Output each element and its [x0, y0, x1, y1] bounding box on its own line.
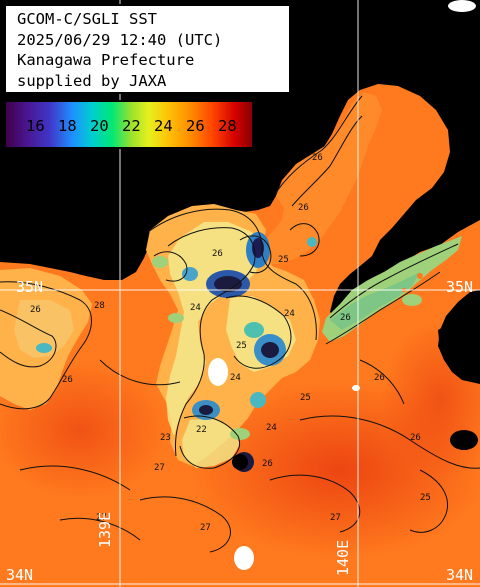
lat-label-35n-left: 35N — [16, 278, 44, 296]
contour-labels: 26 26 28 24 24 26 26 25 27 27 26 26 22 2… — [30, 153, 431, 533]
contour-label: 26 — [340, 313, 351, 323]
lat-label-35n-right: 35N — [446, 278, 474, 296]
contour-label: 26 — [212, 249, 223, 259]
contour-label: 23 — [160, 433, 171, 443]
legend-tick: 28 — [218, 117, 237, 135]
contour-label: 27 — [154, 463, 165, 473]
contour-label: 27 — [96, 513, 107, 523]
credit: supplied by JAXA — [17, 71, 167, 90]
island — [208, 358, 228, 386]
contour-label: 24 — [190, 303, 201, 313]
contour-label: 25 — [300, 393, 311, 403]
legend-tick: 24 — [154, 117, 173, 135]
observation-time: 2025/06/29 12:40 (UTC) — [17, 30, 223, 49]
contour-label: 26 — [62, 375, 73, 385]
contour-label: 24 — [266, 423, 277, 433]
island-dark — [232, 454, 248, 470]
contour-label: 26 — [30, 305, 41, 315]
lon-label-140e: 140E — [334, 539, 352, 576]
contour-label: 26 — [374, 373, 385, 383]
contour-label: 25 — [278, 255, 289, 265]
contour-label: 22 — [196, 425, 207, 435]
sagami-bay-water — [258, 92, 382, 264]
contour-label: 27 — [330, 513, 341, 523]
island — [352, 385, 360, 391]
lat-label-34n-right: 34N — [446, 566, 474, 584]
contour-label: 24 — [230, 373, 241, 383]
coastal-cold-band — [330, 272, 420, 330]
contour-label: 26 — [410, 433, 421, 443]
contour-label: 26 — [312, 153, 323, 163]
island — [448, 0, 476, 12]
region-name: Kanagawa Prefecture — [17, 51, 195, 69]
contour-label: 26 — [262, 459, 273, 469]
legend-tick: 20 — [90, 117, 109, 135]
lat-label-34n-left: 34N — [6, 566, 34, 584]
contour-label: 28 — [94, 301, 105, 311]
legend-tick: 18 — [58, 117, 77, 135]
contour-label: 27 — [200, 523, 211, 533]
info-box: GCOM-C/SGLI SST 2025/06/29 12:40 (UTC) K… — [4, 4, 291, 94]
contour-label: 26 — [298, 203, 309, 213]
color-legend: 16 18 20 22 24 26 28 — [4, 100, 254, 149]
island — [234, 546, 254, 570]
island-dark — [438, 322, 472, 358]
legend-tick: 26 — [186, 117, 205, 135]
contour-lines — [0, 95, 480, 553]
coastal-dots — [402, 264, 464, 292]
contour-label: 25 — [236, 341, 247, 351]
bay-cool-zone — [182, 418, 240, 468]
product-title: GCOM-C/SGLI SST — [17, 10, 157, 28]
legend-tick: 16 — [26, 117, 45, 135]
lon-label-139e: 139E — [96, 511, 114, 548]
contour-label: 24 — [284, 309, 295, 319]
izu-coastal-zone — [14, 300, 74, 358]
island-dark — [450, 430, 478, 450]
legend-tick: 22 — [122, 117, 141, 135]
contour-label: 25 — [420, 493, 431, 503]
